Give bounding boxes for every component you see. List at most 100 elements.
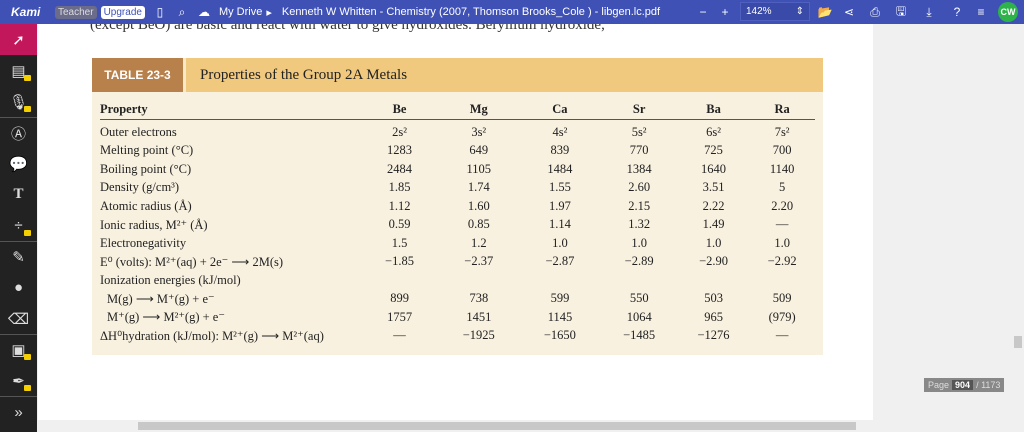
row-label: Ionic radius, M²⁺ (Å) bbox=[100, 217, 208, 232]
page-text: (except BeO) are basic and react with wa… bbox=[90, 24, 605, 33]
table-row: M⁺(g) ⟶ M²⁺(g) + e⁻ 1757 1451 1145 1064 965 (9… bbox=[100, 308, 815, 327]
drawing-tool-icon[interactable]: ✎ bbox=[0, 241, 37, 272]
document-title: Kenneth W Whitten - Chemistry (2007, Tho… bbox=[281, 6, 661, 18]
menu-icon[interactable]: ≡ bbox=[977, 5, 985, 19]
row-label: Ionization energies (kJ/mol) bbox=[100, 272, 241, 287]
vertical-scrollbar[interactable] bbox=[1012, 24, 1024, 420]
upgrade-button[interactable]: Upgrade bbox=[100, 5, 145, 19]
lock-icon bbox=[24, 75, 31, 81]
table-cell: 1640 bbox=[701, 161, 727, 176]
row-label: ΔH⁰hydration (kJ/mol): M²⁺(g) ⟶ M²⁺(aq) bbox=[100, 328, 324, 343]
image-tool-icon[interactable]: ▣ bbox=[0, 334, 37, 365]
scroll-thumb[interactable] bbox=[1014, 336, 1022, 348]
row-label: Boiling point (°C) bbox=[100, 161, 192, 176]
table-caption: TABLE 23-3 Properties of the Group 2A Me… bbox=[92, 58, 823, 92]
signature-tool-icon[interactable]: ✒ bbox=[0, 365, 37, 396]
eraser-tool-icon[interactable]: ⌫ bbox=[7, 310, 30, 328]
table-cell: 700 bbox=[772, 143, 792, 158]
table-header-row: Property Be Mg Ca Sr Ba Ra bbox=[100, 100, 815, 120]
table-cell: 1484 bbox=[547, 161, 573, 176]
table-cell: 7s² bbox=[774, 124, 790, 139]
page-number-input[interactable]: 904 bbox=[952, 380, 974, 390]
table-cell: −2.90 bbox=[699, 254, 728, 269]
table-cell: 503 bbox=[704, 291, 723, 306]
table-cell: 1064 bbox=[626, 309, 652, 324]
header-be: Be bbox=[392, 102, 407, 116]
table-cell: −1.85 bbox=[385, 254, 414, 269]
table-row: Ionic radius, M²⁺ (Å) 0.59 0.85 1.14 1.32 1.4… bbox=[100, 216, 815, 235]
table-cell: — bbox=[775, 217, 789, 232]
save-icon[interactable]: 🖫 bbox=[895, 3, 907, 18]
expand-sidebar-icon[interactable]: » bbox=[0, 396, 37, 427]
share-icon[interactable]: ⋖ bbox=[843, 5, 855, 19]
table-cell: 4s² bbox=[552, 124, 568, 139]
dictionary-tool-icon[interactable]: ▤ bbox=[0, 55, 37, 86]
print-icon[interactable]: ⎙ bbox=[870, 4, 880, 19]
table-title: Properties of the Group 2A Metals bbox=[200, 66, 408, 83]
help-icon[interactable]: ? bbox=[953, 5, 961, 19]
table-cell: 1105 bbox=[466, 161, 492, 176]
table-cell: 1.55 bbox=[548, 180, 571, 195]
pdf-page: (except BeO) are basic and react with wa… bbox=[38, 24, 873, 420]
zoom-out-button[interactable]: − bbox=[699, 5, 707, 19]
lock-icon bbox=[24, 385, 31, 391]
scroll-thumb[interactable] bbox=[138, 422, 856, 430]
table-cell: 725 bbox=[704, 143, 723, 158]
page-label: Page bbox=[928, 380, 950, 390]
table-cell: −1276 bbox=[697, 328, 730, 343]
text-tool-icon[interactable]: T bbox=[13, 186, 24, 202]
table-cell: 2.60 bbox=[628, 180, 651, 195]
table-cell: 965 bbox=[704, 309, 723, 324]
table-cell: 1.2 bbox=[470, 235, 487, 250]
equation-tool-icon[interactable]: ÷ bbox=[0, 210, 37, 241]
table-cell: 1145 bbox=[547, 309, 573, 324]
table-cell: −1925 bbox=[462, 328, 495, 343]
table-row: Outer electrons 2s² 3s² 4s² 5s² 6s² 7s² bbox=[100, 123, 815, 142]
table-cell: — bbox=[775, 328, 789, 343]
header-ba: Ba bbox=[706, 102, 721, 116]
header-property: Property bbox=[100, 102, 148, 116]
row-label: M(g) ⟶ M⁺(g) + e⁻ bbox=[107, 291, 215, 306]
table-row: Density (g/cm³) 1.85 1.74 1.55 2.60 3.51 5 bbox=[100, 179, 815, 198]
table-row: Melting point (°C) 1283 649 839 770 725 700 bbox=[100, 142, 815, 161]
table-cell: 550 bbox=[629, 291, 649, 306]
table-cell: 1.60 bbox=[467, 198, 490, 213]
table-cell: 2.20 bbox=[771, 198, 794, 213]
table-cell: 3.51 bbox=[702, 180, 725, 195]
zoom-in-button[interactable]: + bbox=[721, 5, 729, 19]
shapes-tool-icon[interactable]: ● bbox=[13, 279, 24, 296]
zoom-select[interactable]: 142% ⇕ bbox=[740, 2, 810, 21]
lock-icon bbox=[24, 230, 31, 236]
properties-table: Property Be Mg Ca Sr Ba Ra Outer electro… bbox=[92, 92, 823, 355]
table-cell: 1384 bbox=[626, 161, 652, 176]
table-row: Ionization energies (kJ/mol) bbox=[100, 271, 815, 290]
zoom-value: 142% bbox=[746, 6, 772, 17]
row-label: M⁺(g) ⟶ M²⁺(g) + e⁻ bbox=[107, 310, 225, 325]
table-cell: 2484 bbox=[387, 161, 413, 176]
table-cell: −2.92 bbox=[767, 254, 797, 269]
voice-comment-tool-icon[interactable]: 🎙 bbox=[0, 86, 37, 117]
header-mg: Mg bbox=[469, 102, 488, 116]
table-cell: 1.85 bbox=[388, 180, 411, 195]
markup-tool-icon[interactable]: Ⓐ bbox=[0, 117, 37, 148]
row-label: E⁰ (volts): M²⁺(aq) + 2e⁻ ⟶ 2M(s) bbox=[100, 254, 284, 269]
table-cell: −1650 bbox=[543, 328, 576, 343]
sidebar-toggle-icon[interactable]: ▯ bbox=[156, 5, 164, 19]
table-cell: −2.87 bbox=[545, 254, 575, 269]
chevron-right-icon: ▸ bbox=[266, 6, 272, 19]
table-cell: 1.0 bbox=[705, 235, 722, 250]
horizontal-scrollbar[interactable] bbox=[38, 420, 1024, 432]
tool-sidebar: ➚ ▤ 🎙 Ⓐ 💬 T ÷ ✎ ● ⌫ ▣ ✒ » bbox=[0, 24, 37, 432]
select-tool-icon[interactable]: ➚ bbox=[0, 24, 37, 55]
table-cell: 0.85 bbox=[467, 217, 490, 232]
comment-tool-icon[interactable]: 💬 bbox=[9, 155, 28, 173]
avatar[interactable]: CW bbox=[998, 2, 1018, 22]
breadcrumb-my-drive[interactable]: My Drive bbox=[218, 6, 263, 18]
folder-open-icon[interactable]: 📂 bbox=[817, 5, 833, 19]
row-label: Density (g/cm³) bbox=[100, 180, 180, 195]
table-cell: 6s² bbox=[706, 124, 721, 139]
table-cell: 1.0 bbox=[631, 235, 647, 250]
row-label: Melting point (°C) bbox=[100, 143, 194, 158]
download-icon[interactable]: ⤓ bbox=[926, 4, 932, 19]
search-icon[interactable]: ⌕ bbox=[178, 4, 186, 19]
